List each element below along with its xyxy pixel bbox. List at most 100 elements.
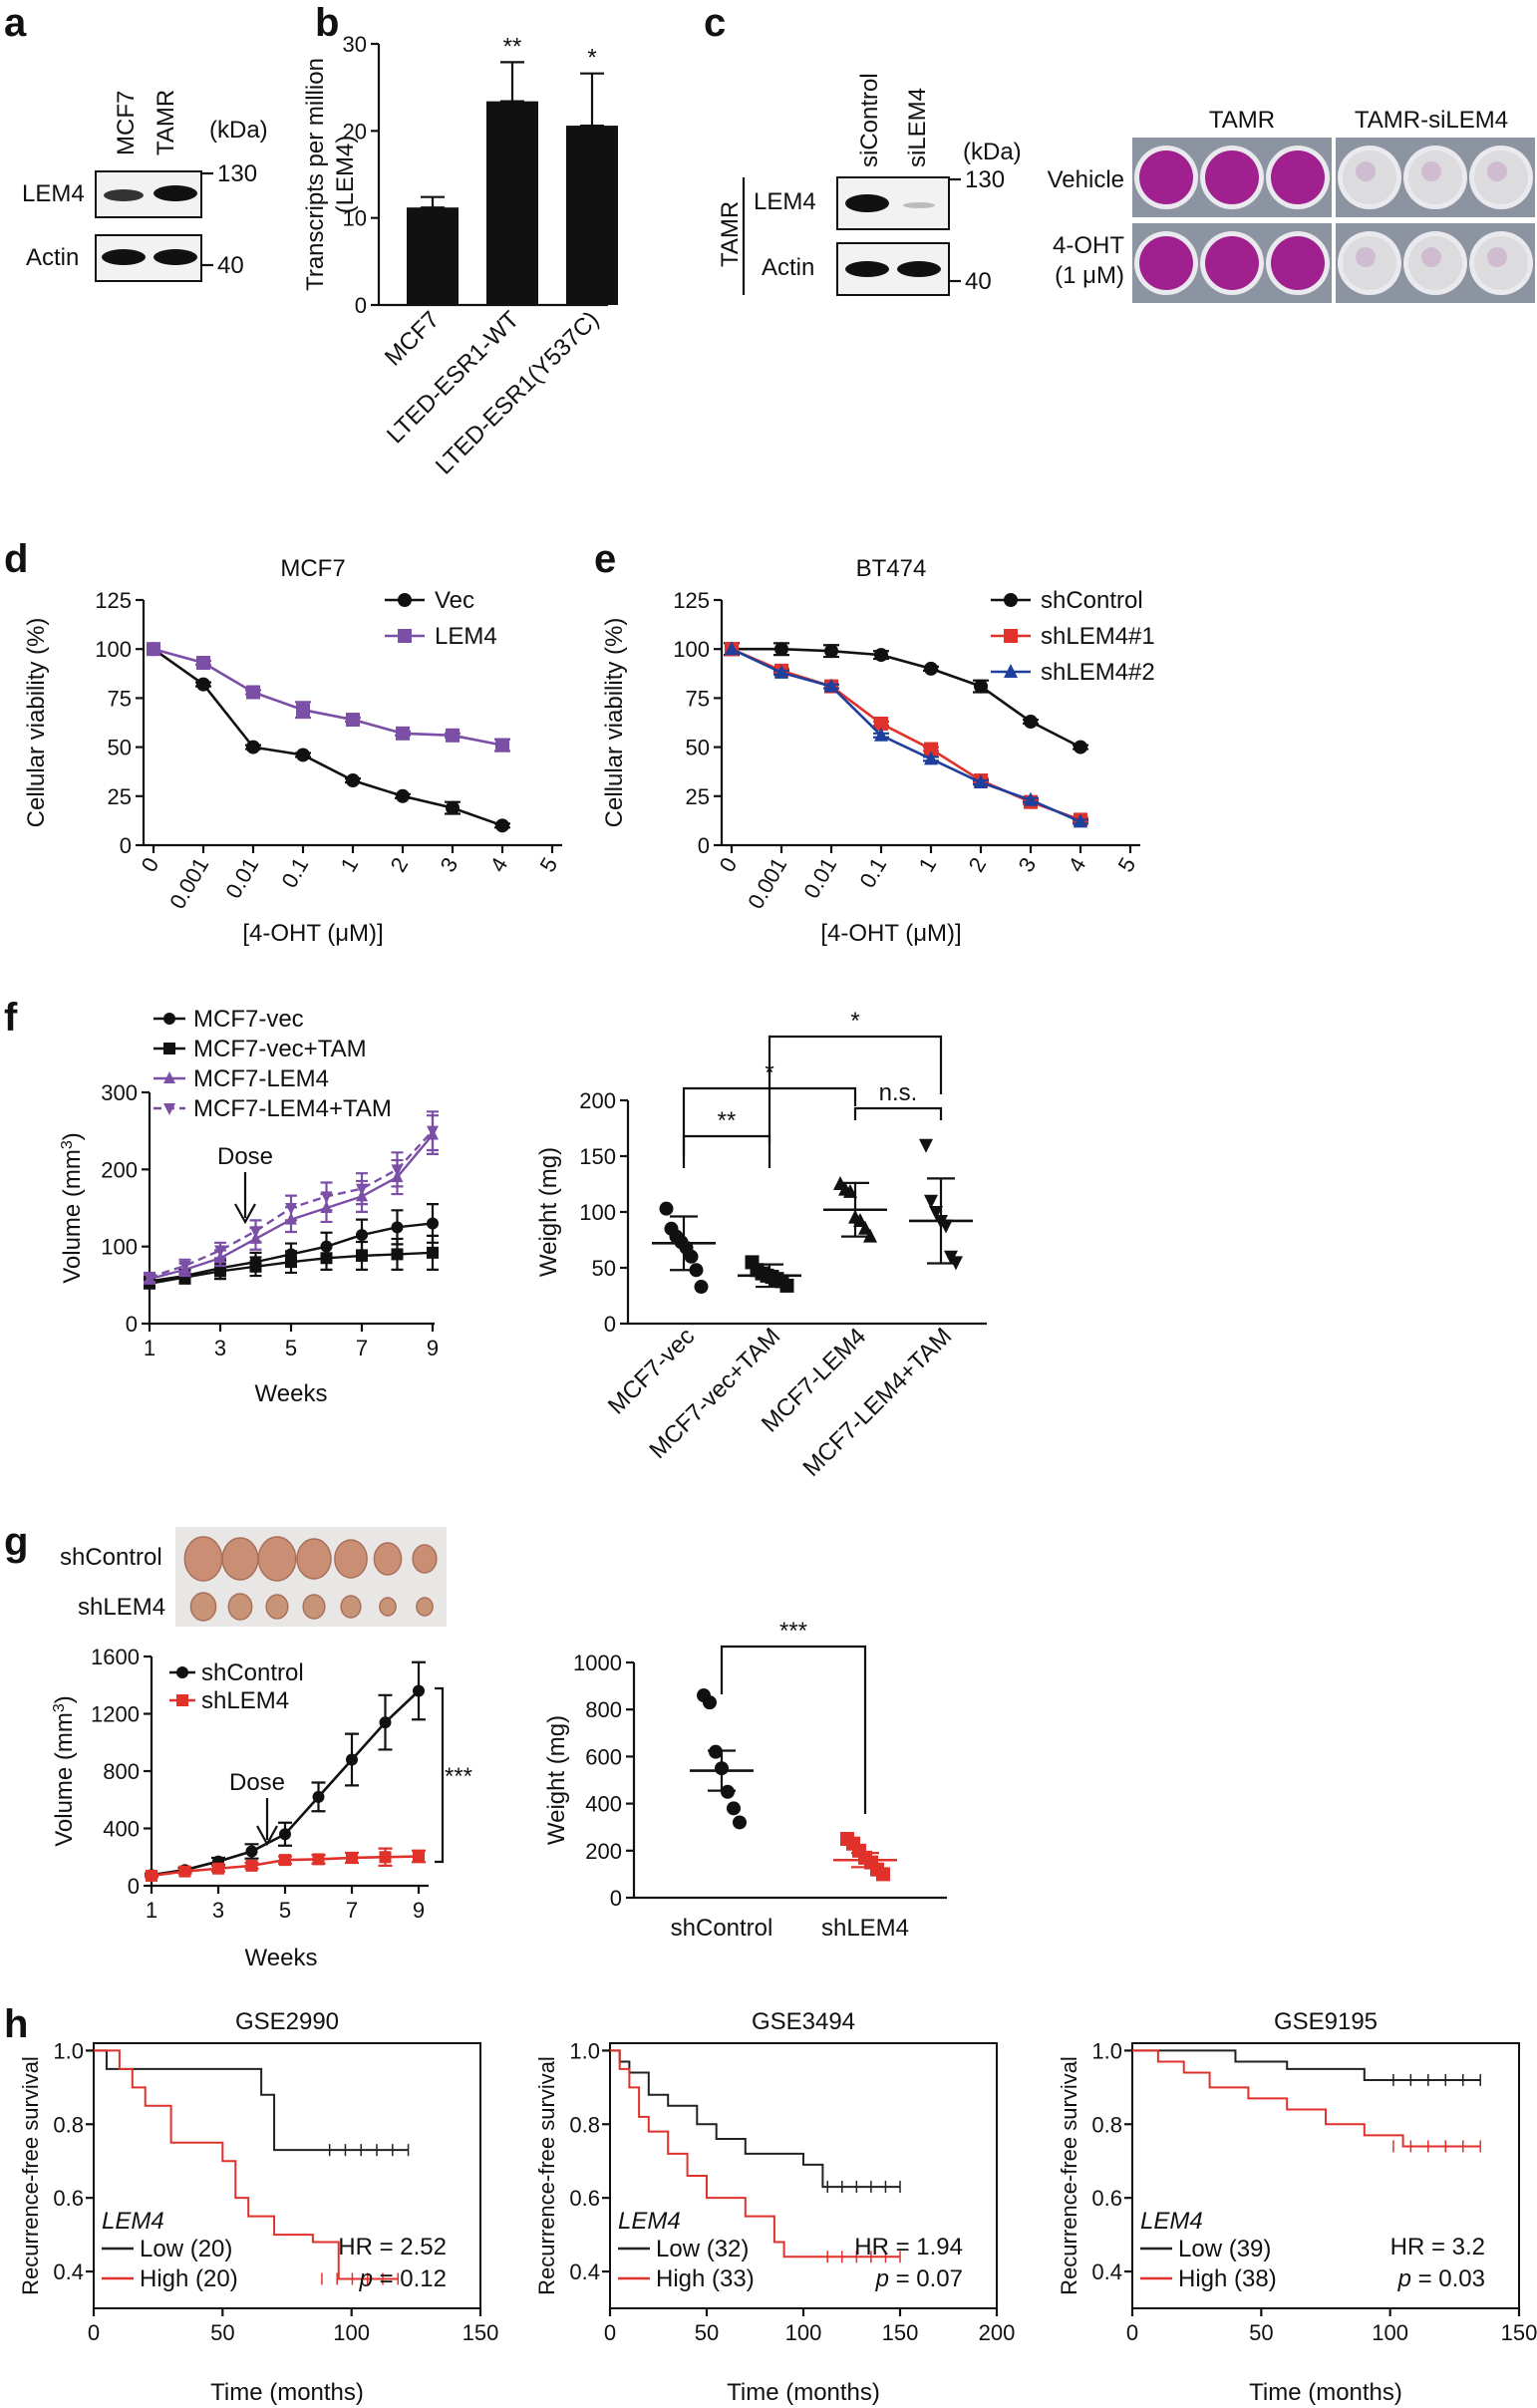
x-tick-label: 0: [604, 2320, 616, 2345]
x-tick-label: 150: [1501, 2320, 1537, 2345]
comparison-bracket: [768, 1035, 943, 1144]
error-bar: [421, 195, 445, 209]
data-point: [924, 661, 938, 676]
gene-label: LEM4: [102, 2208, 164, 2235]
data-point: [721, 1784, 735, 1799]
y-tick-label: 600: [585, 1744, 622, 1769]
legend-marker: [163, 1103, 175, 1115]
band-lem4-sicontrol: [845, 194, 889, 212]
x-tick-label: 100: [1372, 2320, 1408, 2345]
data-point: [824, 644, 838, 659]
legend-marker: [398, 593, 412, 607]
panel-label-d: d: [4, 537, 28, 581]
photo-row-shcontrol: shControl: [60, 1544, 162, 1571]
data-point: [974, 679, 988, 694]
x-tick-label: 3: [214, 1336, 226, 1360]
x-tick-label: MCF7: [380, 306, 445, 371]
data-point: [874, 716, 888, 731]
data-point: [320, 1252, 333, 1265]
hazard-ratio: HR = 2.52: [338, 2234, 447, 2260]
band-lem4-silem4: [903, 202, 935, 208]
x-tick-label: shControl: [671, 1915, 773, 1942]
p-value: p = 0.03: [1397, 2265, 1485, 2292]
comparison-bracket: [682, 1134, 771, 1168]
x-tick-label: 50: [1249, 2320, 1273, 2345]
legend-label: MCF7-LEM4+TAM: [193, 1095, 392, 1122]
legend-marker: [163, 1043, 175, 1054]
x-tick-label: 100: [333, 2320, 370, 2345]
y-tick-label: 1.0: [1091, 2038, 1122, 2063]
data-point: [495, 738, 509, 752]
x-tick-label: 0.01: [798, 853, 841, 903]
y-tick-label: 125: [673, 588, 710, 613]
band-actin-sicontrol: [845, 261, 889, 277]
y-tick-label: 100: [101, 1235, 138, 1260]
data-point: [684, 1249, 699, 1264]
y-tick-label: 20: [343, 119, 367, 144]
plate-well-stain: [1271, 236, 1325, 290]
legend-label: MCF7-vec: [193, 1006, 304, 1033]
data-point: [1024, 791, 1038, 806]
x-tick-label: MCF7-LEM4+TAM: [797, 1323, 957, 1482]
significance-label: *: [587, 45, 596, 72]
x-tick-label: 5: [1113, 853, 1141, 876]
data-point: [212, 1862, 224, 1875]
x-axis-label: Time (months): [727, 2379, 880, 2406]
data-point: [346, 1851, 358, 1864]
data-point: [196, 677, 210, 692]
panel-h-km-gse3494: GSE3494 0.4 0.6 0.8 1.0 0 50 100 150 200 Time (mon…: [534, 2008, 1015, 2406]
x-axis-label: [4-OHT (μM)]: [242, 920, 383, 947]
tumor-shlem4: [416, 1597, 434, 1617]
band-label-lem4: LEM4: [22, 180, 85, 207]
y-axis-label: Recurrence-free survival: [1057, 2056, 1081, 2295]
data-point: [924, 751, 938, 765]
y-tick-label: 0: [128, 1874, 140, 1899]
y-tick-label: 10: [343, 206, 367, 231]
crystal-violet-plates: [1132, 138, 1535, 303]
data-point: [379, 1851, 392, 1864]
data-point: [427, 1217, 439, 1230]
data-point: [924, 1194, 938, 1209]
tumor-shcontrol: [334, 1539, 368, 1579]
data-point: [733, 1815, 747, 1830]
marker-130-c: 130: [965, 166, 1005, 193]
data-point: [874, 727, 888, 742]
chart-title: MCF7: [280, 555, 345, 582]
bar-LTED-ESR1(Y537C): [566, 126, 618, 306]
y-tick-label: 0: [604, 1312, 616, 1337]
dose-label-g: Dose: [229, 1769, 285, 1796]
legend-marker: [176, 1666, 188, 1678]
series-line-Vec: [153, 648, 503, 827]
data-point: [874, 648, 888, 663]
tumor-shcontrol: [296, 1538, 332, 1580]
y-axis-label: Volume (mm3): [59, 1132, 87, 1284]
band-label-actin: Actin: [26, 244, 79, 271]
error-bar: [756, 1263, 783, 1289]
panel-f-tumor-volume: 0 100 200 300 Volume (mm3) 1 3 5 7 9 Weeks MCF7-vec…: [59, 1006, 440, 1407]
legend-label: MCF7-LEM4: [193, 1065, 329, 1092]
panel-g-tumor-weight: 0 200 400 600 800 1000 Weight (mg) shControl shL…: [543, 1618, 947, 1942]
data-point: [246, 685, 260, 700]
panel-c-knockdown: siControl siLEM4 (kDa) TAMR LEM4 Actin 1…: [717, 73, 1535, 303]
y-tick-label: 0.6: [1091, 2186, 1122, 2211]
gene-label: LEM4: [1140, 2208, 1203, 2235]
data-point: [146, 1869, 157, 1882]
data-point: [413, 1684, 425, 1697]
data-point: [245, 1845, 258, 1858]
tumor-shlem4: [189, 1592, 217, 1622]
significance-label: **: [718, 1107, 737, 1134]
x-tick-label: 0: [1126, 2320, 1138, 2345]
legend-label: shLEM4: [201, 1687, 289, 1714]
band-lem4-tamr: [154, 185, 197, 201]
plate-well-stain: [1205, 150, 1259, 204]
plate-well-residual: [1421, 161, 1441, 181]
y-tick-label: 0: [126, 1312, 138, 1337]
data-point: [843, 1183, 857, 1198]
panel-g-tumor-photo: shControl shLEM4: [60, 1527, 447, 1627]
tumor-shlem4: [227, 1593, 253, 1621]
data-point: [774, 664, 788, 679]
tumor-shlem4: [302, 1594, 326, 1620]
y-tick-label: 100: [673, 637, 710, 662]
data-point: [396, 788, 410, 803]
